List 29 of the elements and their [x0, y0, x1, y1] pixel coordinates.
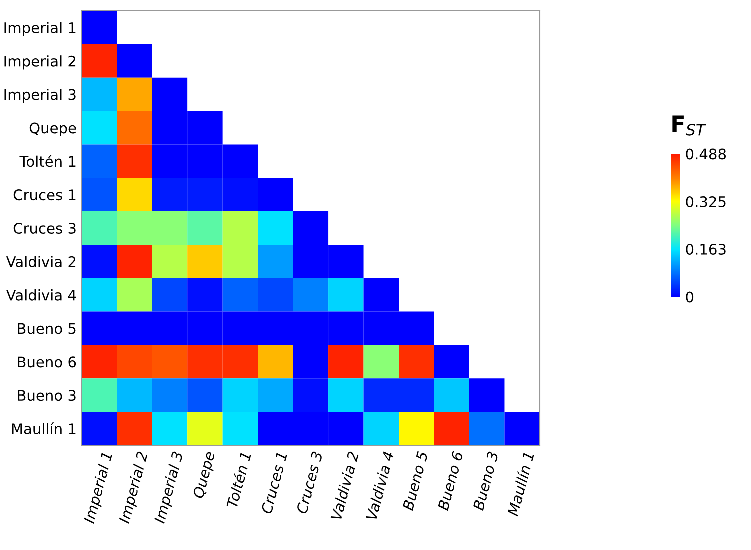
y-tick-label: Toltén 1 [20, 155, 76, 168]
y-tick-label: Valdivia 4 [6, 290, 76, 301]
x-tick-label: Imperial 2 [118, 451, 151, 525]
x-tick-label: Bueno 6 [438, 451, 464, 512]
x-tick-label: Maullín 1 [506, 452, 534, 517]
x-tick-label: Cruces 1 [260, 452, 288, 514]
y-tick-label: Cruces 1 [14, 190, 76, 201]
y-tick-label: Maullín 1 [12, 422, 76, 435]
x-tick-label: Bueno 3 [472, 451, 499, 512]
x-tick-label: Bueno 5 [402, 451, 428, 512]
color-bar-label: 0.325 [686, 196, 726, 208]
x-tick-label: Cruces 3 [296, 451, 324, 514]
y-tick-label: Bueno 3 [18, 390, 76, 402]
y-tick-label: Imperial 2 [4, 56, 76, 70]
color-bar-label: 0.163 [686, 244, 726, 255]
x-tick-label: Valdivia 2 [330, 451, 360, 521]
y-tick-label: Bueno 6 [18, 356, 76, 368]
y-tick-label: Imperial 3 [4, 89, 76, 104]
y-tick-label: Imperial 1 [4, 22, 76, 36]
x-tick-label: Valdivia 4 [366, 451, 394, 521]
color-bar-title: F$_{ST}$ [672, 116, 706, 136]
y-tick-label: Quepe [30, 122, 76, 137]
color-bar-label: 0 [686, 292, 694, 303]
y-tick-label: Valdivia 2 [6, 256, 76, 268]
color-bar-label: 0.488 [686, 148, 726, 160]
x-tick-label: Toltén 1 [226, 452, 252, 509]
x-tick-label: Quepe [192, 451, 218, 500]
y-tick-label: Cruces 3 [14, 222, 76, 234]
y-tick-label: Bueno 5 [18, 323, 76, 334]
